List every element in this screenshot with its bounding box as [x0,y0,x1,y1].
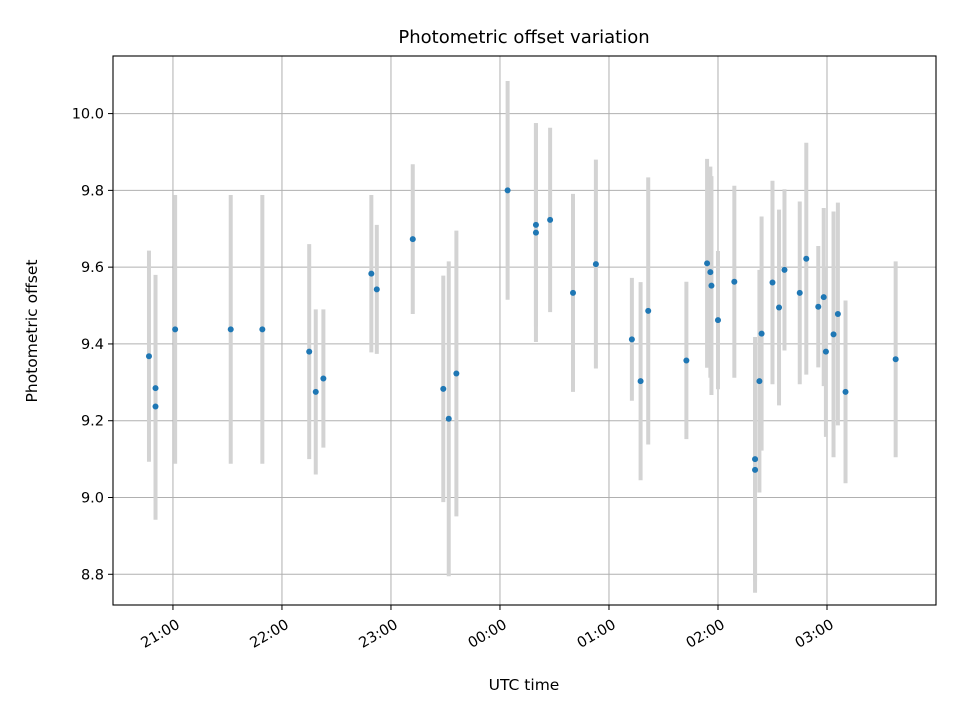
data-point [592,261,599,268]
data-point [637,378,644,385]
data-point [776,304,783,311]
data-point [373,286,380,293]
y-tick-label: 9.0 [81,491,104,507]
data-point [842,388,849,395]
data-point [145,353,152,360]
plot-area-frame [112,55,937,606]
data-point [707,269,714,276]
y-axis-ticks: 8.8 9.0 9.2 9.4 9.6 9.8 10.0 [72,107,113,583]
y-tick-label: 9.8 [81,183,104,199]
data-point [570,289,577,296]
data-point [152,385,159,392]
data-point [368,270,375,277]
data-point [830,331,837,338]
y-tick-label: 9.2 [81,414,104,430]
x-axis-label: UTC time [489,676,560,694]
data-point [752,456,759,463]
data-point [769,279,776,286]
data-point [752,466,759,473]
data-point [306,348,313,355]
chart-title: Photometric offset variation [398,27,649,48]
data-point [440,385,447,392]
data-point [892,356,899,363]
data-point [172,326,179,333]
data-point [834,310,841,317]
data-point [320,375,327,382]
data-point [708,282,715,289]
data-point [820,294,827,301]
data-points [145,187,899,473]
data-point [453,370,460,377]
data-point [796,289,803,296]
y-axis-label: Photometric offset [23,260,41,403]
data-point [532,221,539,228]
data-point [758,330,765,337]
data-point [756,378,763,385]
data-point [714,317,721,324]
y-tick-label: 9.6 [81,260,104,276]
data-point [312,388,319,395]
y-tick-label: 8.8 [81,567,104,583]
data-point [504,187,511,194]
data-point [815,303,822,310]
data-point [731,278,738,285]
data-point [259,326,266,333]
data-point [445,415,452,422]
data-point [227,326,234,333]
y-tick-label: 9.4 [81,337,104,353]
data-point [532,229,539,236]
data-point [628,336,635,343]
data-point [704,260,711,267]
y-tick-label: 10.0 [72,107,104,123]
data-point [547,216,554,223]
data-point [781,266,788,273]
data-point [409,236,416,243]
data-point [645,307,652,314]
data-point [822,348,829,355]
data-point [152,403,159,410]
data-point [683,357,690,364]
data-point [803,255,810,262]
